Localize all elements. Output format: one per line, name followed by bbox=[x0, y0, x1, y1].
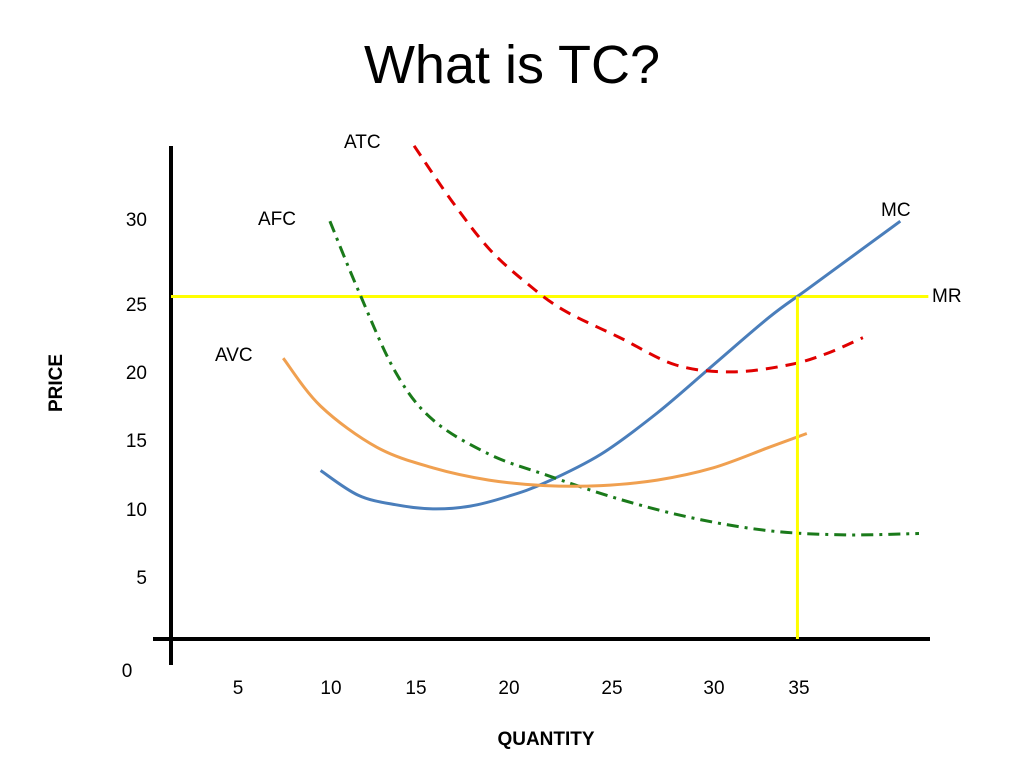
x-tick-label: 30 bbox=[703, 678, 724, 699]
atc-label: ATC bbox=[344, 132, 381, 153]
x-tick-label: 35 bbox=[788, 678, 809, 699]
afc-label: AFC bbox=[258, 209, 296, 230]
x-tick-label: 20 bbox=[498, 678, 519, 699]
y-tick-label: 5 bbox=[136, 568, 147, 589]
y-tick-label: 30 bbox=[126, 210, 147, 231]
y-tick-label: 25 bbox=[126, 295, 147, 316]
x-axis-label: QUANTITY bbox=[497, 729, 594, 750]
x-tick-label: 5 bbox=[233, 678, 244, 699]
y-tick-label: 20 bbox=[126, 363, 147, 384]
y-ticks: 5 10 15 20 25 30 bbox=[126, 210, 147, 589]
atc-curve bbox=[412, 144, 864, 374]
chart-title: What is TC? bbox=[363, 35, 661, 95]
x-tick-label: 10 bbox=[320, 678, 341, 699]
avc-label: AVC bbox=[215, 345, 253, 366]
x-ticks: 5 10 15 20 25 30 35 bbox=[233, 678, 810, 699]
origin-label: 0 bbox=[122, 661, 133, 682]
x-tick-label: 15 bbox=[405, 678, 426, 699]
mc-label: MC bbox=[881, 200, 911, 221]
mr-label: MR bbox=[932, 286, 962, 307]
x-tick-label: 25 bbox=[601, 678, 622, 699]
y-tick-label: 10 bbox=[126, 500, 147, 521]
afc-curve bbox=[328, 220, 920, 537]
mc-curve bbox=[319, 219, 902, 511]
curve-labels: MR MC ATC AFC AVC bbox=[215, 132, 962, 366]
curves-group bbox=[171, 144, 929, 537]
y-axis-label: PRICE bbox=[46, 354, 67, 412]
avc-curve bbox=[282, 357, 808, 488]
y-tick-label: 15 bbox=[126, 431, 147, 452]
